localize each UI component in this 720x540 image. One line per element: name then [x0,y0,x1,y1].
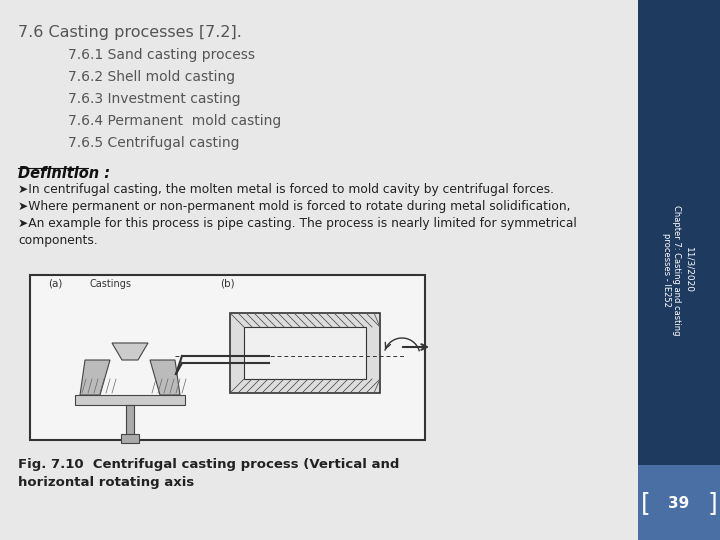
Bar [121,434,139,443]
Text: Fig. 7.10  Centrifugal casting process (Vertical and: Fig. 7.10 Centrifugal casting process (V… [18,458,400,471]
Text: Chapter 7: Casting and casting: Chapter 7: Casting and casting [672,205,682,335]
Bar [244,327,366,379]
Text: 11/3/2020: 11/3/2020 [685,247,693,293]
Bar [638,465,720,540]
Text: processes - IE252: processes - IE252 [662,233,672,307]
Text: ➤In centrifugal casting, the molten metal is forced to mold cavity by centrifuga: ➤In centrifugal casting, the molten meta… [18,183,554,196]
Text: ]: ] [707,491,717,515]
Text: 7.6.1 Sand casting process: 7.6.1 Sand casting process [68,48,255,62]
Text: ➤Where permanent or non-permanent mold is forced to rotate during metal solidifi: ➤Where permanent or non-permanent mold i… [18,200,570,213]
Text: 7.6 Casting processes [7.2].: 7.6 Casting processes [7.2]. [18,25,242,40]
Text: components.: components. [18,234,98,247]
Text: [: [ [641,491,651,515]
Bar [126,405,134,435]
Bar [230,313,380,393]
Bar [638,0,720,470]
Text: 7.6.4 Permanent  mold casting: 7.6.4 Permanent mold casting [68,114,282,128]
Text: 7.6.2 Shell mold casting: 7.6.2 Shell mold casting [68,70,235,84]
Text: ➤An example for this process is pipe casting. The process is nearly limited for : ➤An example for this process is pipe cas… [18,217,577,230]
Polygon shape [80,360,110,395]
Polygon shape [150,360,180,395]
Text: 7.6.3 Investment casting: 7.6.3 Investment casting [68,92,240,106]
Bar [30,275,425,440]
Text: (a): (a) [48,279,63,289]
Text: (b): (b) [220,279,235,289]
Text: 7.6.5 Centrifugal casting: 7.6.5 Centrifugal casting [68,136,240,150]
Polygon shape [112,343,148,360]
Text: Castings: Castings [90,279,132,289]
Text: horizontal rotating axis: horizontal rotating axis [18,476,194,489]
Text: Definition :: Definition : [18,166,110,181]
Text: 39: 39 [668,496,690,510]
Bar [75,395,185,405]
